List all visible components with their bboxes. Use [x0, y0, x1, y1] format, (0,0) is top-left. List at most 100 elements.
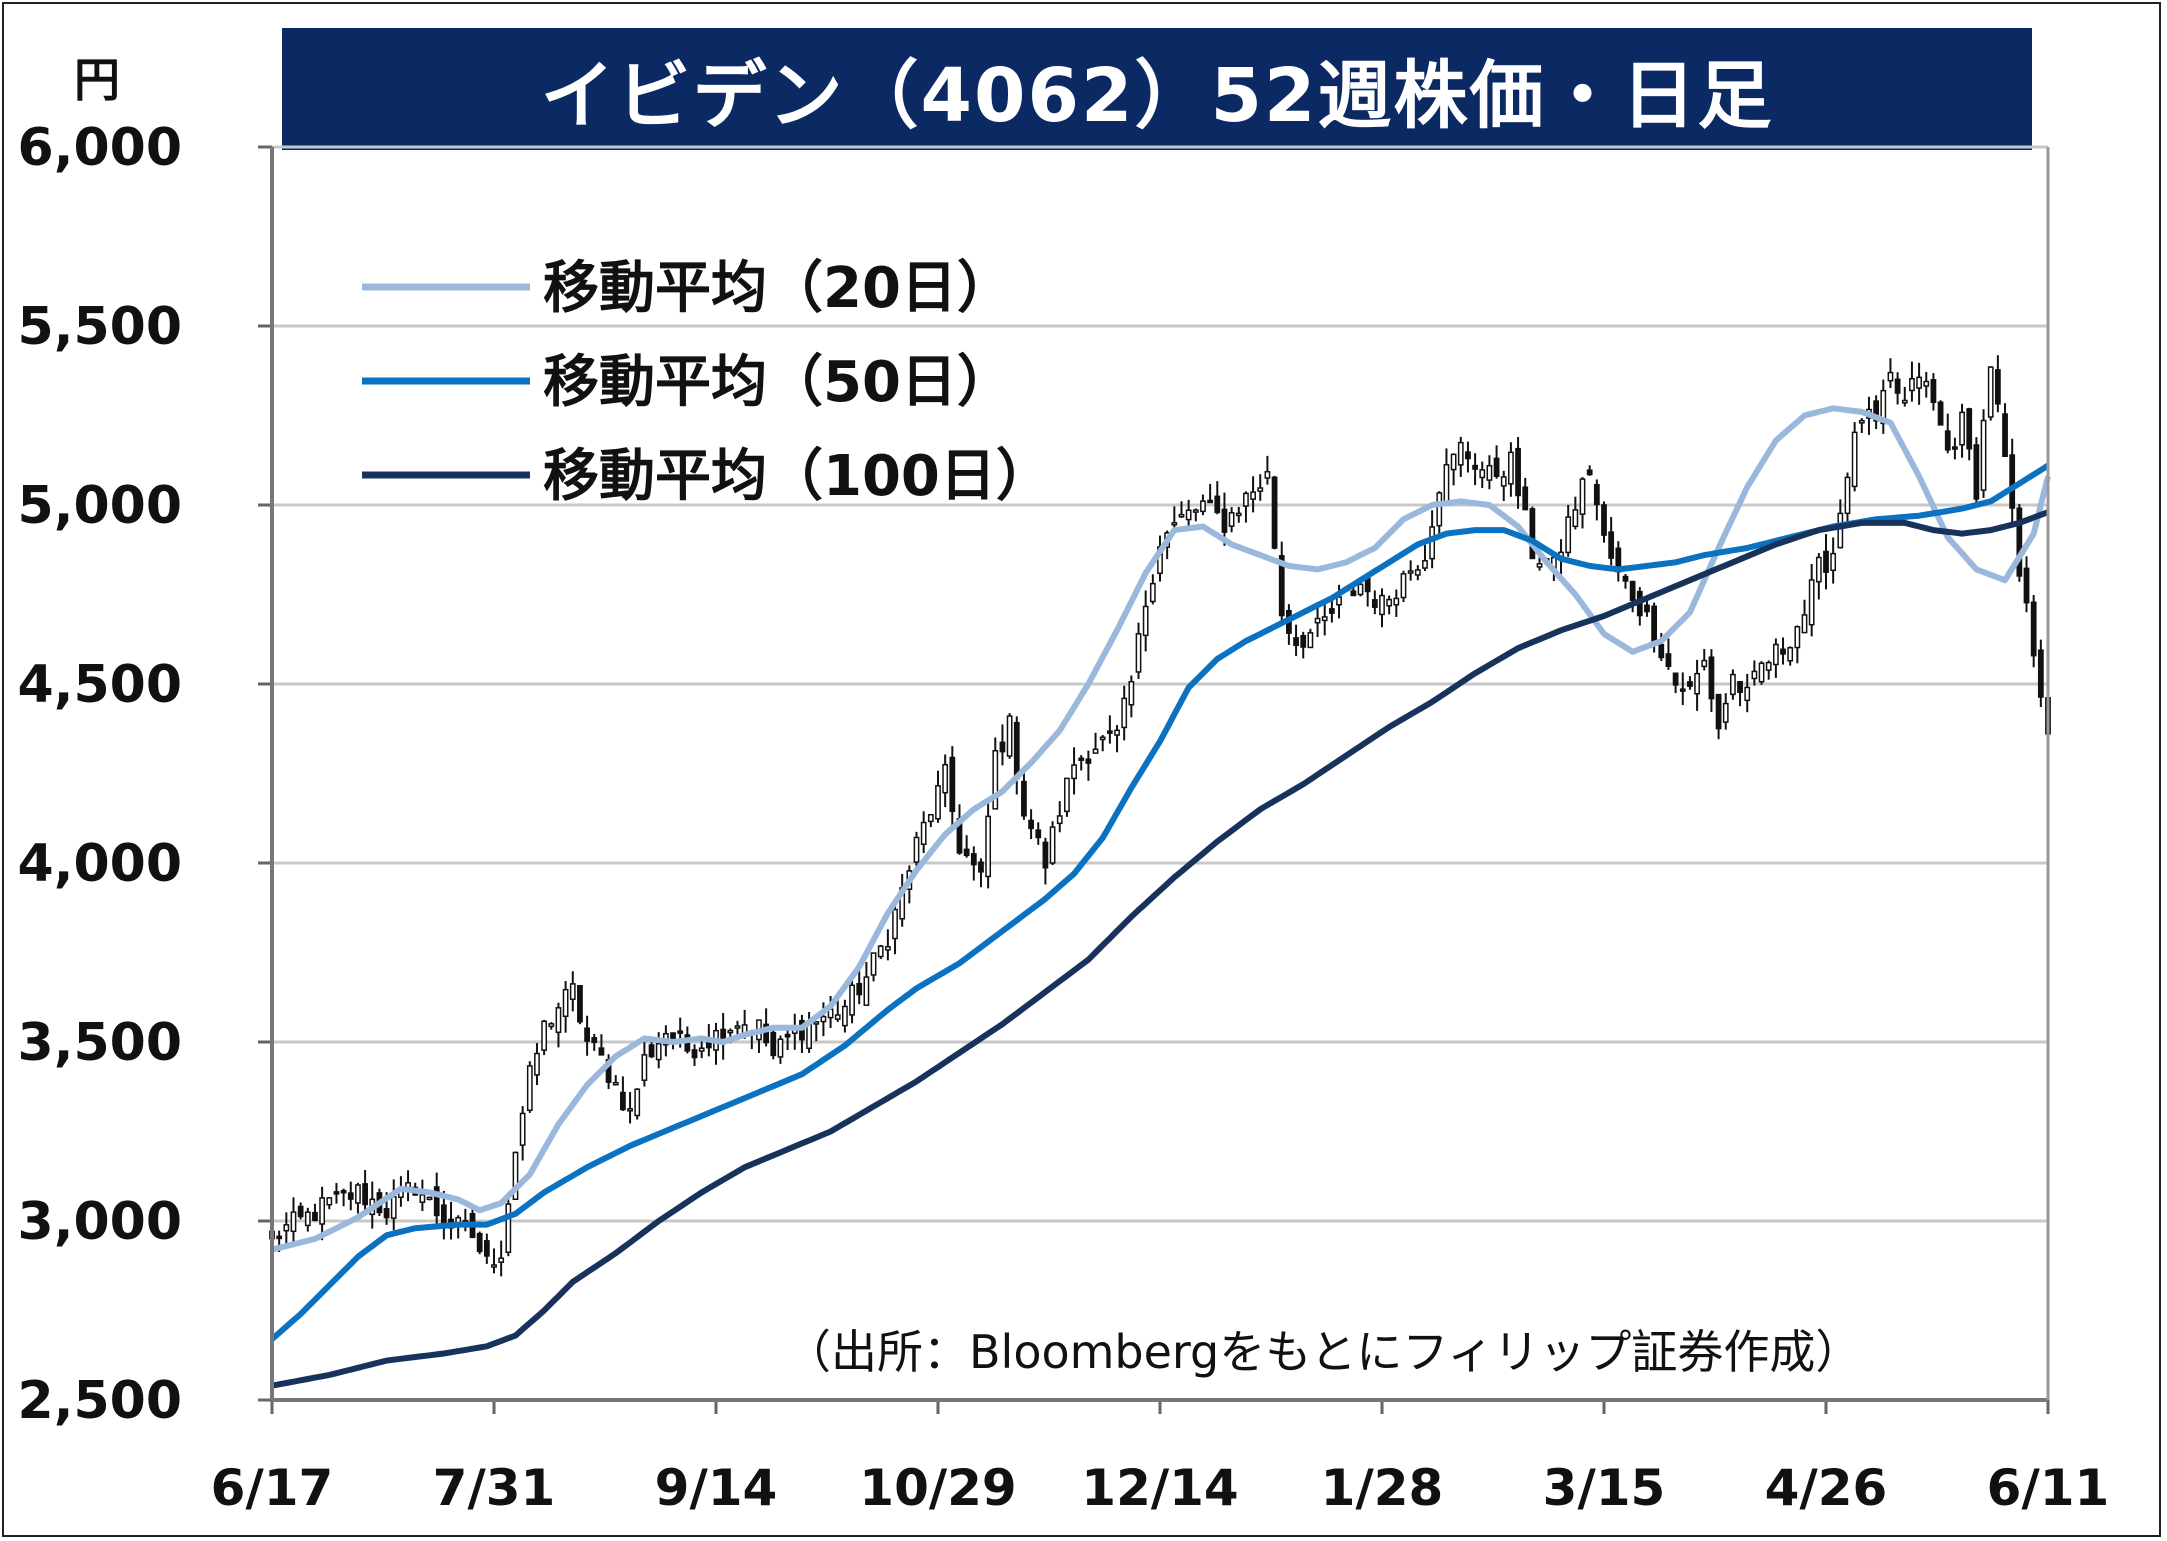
candle-body: [1522, 486, 1529, 511]
moving-averages: [270, 405, 2051, 1389]
y-tick-label: 4,500: [18, 655, 182, 715]
candle-body: [555, 1007, 562, 1034]
candle-body: [1128, 680, 1135, 706]
y-tick-label: 4,000: [18, 834, 182, 894]
candle-body: [1171, 522, 1178, 526]
candle-body: [390, 1196, 397, 1219]
candle-body: [1837, 512, 1844, 549]
candle-body: [1056, 815, 1063, 825]
candle-body: [1651, 605, 1658, 643]
candle-body: [1851, 431, 1858, 488]
candle-body: [1450, 453, 1457, 471]
candle-body: [1185, 509, 1192, 521]
x-axis-ticks: 6/17 7/31 9/14 10/29 12/14 1/28 3/15 4/26 6/11: [211, 1400, 2110, 1517]
candle-body: [598, 1047, 605, 1056]
candle-body: [970, 853, 977, 866]
candle-body: [1586, 469, 1593, 476]
candle-body: [1579, 478, 1586, 515]
candle-body: [1071, 764, 1077, 780]
candle-body: [870, 952, 877, 976]
candle-body: [1880, 389, 1887, 425]
candle-body: [491, 1264, 497, 1268]
candle-body: [426, 1196, 433, 1201]
candle-body: [1694, 672, 1700, 695]
candle-body: [978, 861, 984, 873]
candle-body: [1744, 686, 1751, 702]
candle-body: [1973, 444, 1980, 500]
y-tick-label: 2,500: [18, 1371, 182, 1431]
candle-body: [1400, 573, 1407, 599]
candle-body: [1228, 512, 1235, 527]
candle-body: [1121, 697, 1128, 729]
candle-body: [985, 815, 992, 878]
candle-body: [1980, 419, 1987, 491]
candle-body: [1930, 379, 1937, 404]
candle-body: [519, 1112, 526, 1146]
x-tick-label: 9/14: [655, 1459, 778, 1517]
candle-body: [1679, 688, 1686, 692]
candle-body: [2030, 601, 2037, 657]
candle-body: [727, 1029, 734, 1034]
candle-body: [569, 983, 576, 1001]
candle-body: [877, 945, 884, 958]
candle-body: [1916, 376, 1922, 389]
candle-body: [813, 1021, 820, 1025]
x-tick-label: 10/29: [859, 1459, 1016, 1517]
candle-body: [355, 1184, 361, 1204]
candle-body: [1006, 715, 1013, 757]
candle-body: [1178, 513, 1185, 518]
candle-body: [1078, 757, 1085, 761]
candle-body: [591, 1037, 598, 1044]
candle-body: [1049, 826, 1056, 864]
candle-body: [1250, 491, 1256, 500]
candle-body: [1508, 451, 1514, 485]
candle-body: [1536, 563, 1543, 568]
candle-body: [1730, 673, 1736, 696]
candle-body: [1593, 483, 1600, 506]
candle-body: [942, 763, 949, 794]
y-axis-unit: 円: [74, 53, 120, 107]
candle-body: [1085, 758, 1092, 764]
legend-label-ma100: 移動平均（100日）: [543, 444, 1052, 509]
x-tick-label: 4/26: [1765, 1459, 1888, 1517]
candle-body: [1959, 411, 1965, 446]
legend-label-ma50: 移動平均（50日）: [543, 350, 1013, 415]
candle-body: [1414, 569, 1421, 576]
candle-body: [1436, 492, 1443, 527]
candle-body: [963, 848, 970, 857]
x-tick-label: 1/28: [1321, 1459, 1444, 1517]
candle-body: [347, 1192, 354, 1200]
candle-body: [1013, 721, 1020, 780]
candle-body: [2009, 454, 2016, 509]
candle-body: [1665, 653, 1672, 668]
candle-body: [1350, 590, 1357, 597]
candle-body: [312, 1211, 318, 1222]
candle-body: [1601, 504, 1607, 536]
candle-body: [1844, 476, 1851, 515]
candle-body: [534, 1052, 540, 1076]
candle-body: [1371, 599, 1378, 608]
candle-body: [526, 1065, 533, 1111]
candle-body: [326, 1197, 333, 1206]
candle-body: [577, 985, 583, 1023]
candle-body: [505, 1203, 512, 1254]
candle-body: [1515, 447, 1521, 497]
candle-body: [333, 1191, 340, 1195]
x-tick-label: 6/11: [1987, 1459, 2110, 1517]
candle-body: [1386, 598, 1393, 607]
candle-body: [1149, 582, 1156, 603]
candle-body: [1801, 614, 1808, 634]
candle-body: [670, 1032, 676, 1041]
candle-body: [304, 1211, 311, 1227]
candle-body: [698, 1047, 705, 1052]
candle-body: [863, 976, 870, 1006]
x-tick-label: 12/14: [1081, 1459, 1238, 1517]
candle-body: [1772, 643, 1779, 666]
candle-body: [1314, 617, 1321, 624]
candle-body: [734, 1025, 741, 1029]
candle-body: [1994, 369, 2001, 405]
candle-body: [655, 1043, 662, 1061]
candle-body: [1529, 508, 1536, 560]
candle-body: [1235, 512, 1242, 517]
